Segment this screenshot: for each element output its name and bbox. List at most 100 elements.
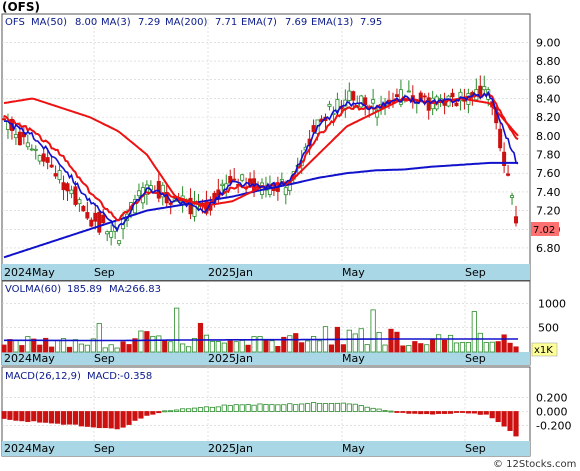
x-tick-label: 2025Jan (208, 352, 253, 365)
candle-body (29, 148, 34, 151)
volume-bar (43, 337, 49, 353)
candle-body (502, 151, 507, 166)
candle-body (335, 99, 340, 111)
candle-body (17, 131, 22, 146)
macd-bar (459, 411, 466, 413)
volume-legend-name: VOLMA(60) (5, 284, 61, 295)
macd-bar (49, 411, 55, 424)
macd-bar (471, 411, 477, 414)
candle-body (109, 231, 114, 238)
volume-bar (84, 344, 90, 353)
macd-bar (132, 411, 138, 421)
candle-body (347, 90, 352, 101)
price-tick-label: 8.00 (536, 130, 561, 143)
volume-bar (430, 338, 436, 353)
candle-body (454, 102, 459, 107)
x-tick-label: May (342, 352, 365, 365)
volume-bar (513, 346, 519, 353)
volume-bar (328, 344, 335, 353)
x-tick-label: Sep (465, 266, 486, 279)
candle-body (359, 95, 364, 108)
macd-bar (447, 411, 454, 414)
x-tick-label: Sep (94, 266, 115, 279)
macd-bar (168, 410, 174, 413)
macd-bar (257, 403, 263, 412)
macd-bar (185, 408, 192, 412)
candle-body (85, 212, 90, 219)
macd-bar (7, 411, 13, 420)
volume-bar (483, 342, 489, 353)
ema7-line (3, 90, 519, 233)
volume-unit-label: x1K (534, 345, 553, 356)
macd-bar (90, 411, 96, 428)
volume-bar (13, 340, 19, 353)
volume-bar (459, 342, 466, 353)
volume-bar (209, 340, 215, 353)
legend-ma200-name: MA(200) (165, 17, 207, 28)
volume-bar (174, 307, 180, 353)
x-tick-label: 2024May (4, 442, 55, 455)
volume-bar (287, 335, 293, 353)
macd-bar (162, 410, 168, 413)
macd-bar (346, 403, 352, 412)
volume-bar (370, 309, 376, 353)
macd-bar (1, 411, 7, 419)
x-tick-label: May (342, 266, 365, 279)
candle-body (45, 157, 50, 163)
volume-bar (60, 338, 67, 353)
volume-ma-name: MA: (109, 284, 128, 295)
macd-bar (388, 410, 394, 413)
volume-bar (96, 323, 102, 353)
candle-body (101, 214, 106, 224)
macd-bar (221, 404, 227, 412)
candle-body (363, 97, 368, 106)
candle-body (394, 94, 399, 98)
legend-ma50-value: 8.00 (75, 17, 97, 28)
legend-ema13-name: EMA(13) (311, 17, 353, 28)
volume-bar (352, 333, 358, 353)
candle-body (97, 211, 102, 233)
candle-body (136, 190, 141, 197)
macd-bar (227, 405, 233, 412)
macd-bar (287, 403, 293, 412)
volume-bar (340, 344, 346, 353)
macd-bar (96, 411, 102, 429)
volume-bar (114, 347, 120, 353)
candle-body (81, 205, 86, 212)
legend-ema7-value: 7.69 (285, 17, 307, 28)
candle-body (73, 186, 78, 205)
volume-bar (316, 340, 323, 353)
macd-bar (418, 411, 424, 415)
macd-bar (430, 411, 436, 415)
candle-body (232, 178, 237, 181)
volume-bar (31, 338, 37, 353)
volume-bar (162, 339, 168, 353)
volume-bar (197, 322, 204, 353)
last-price-label: 7.02 (533, 225, 555, 236)
candle-body (283, 187, 288, 196)
candle-body (498, 128, 503, 149)
x-tick-label: 2025Jan (208, 266, 253, 279)
volume-bar (7, 339, 13, 353)
macd-bar (209, 406, 215, 412)
price-panel-frame (1, 13, 531, 281)
macd-bar (328, 403, 335, 412)
volume-bar (507, 342, 513, 353)
candle-body (228, 176, 233, 184)
volume-bar (180, 343, 186, 353)
volume-bar (376, 332, 382, 353)
macd-bar (322, 403, 329, 412)
volume-bar (358, 328, 364, 353)
candle-body (311, 125, 316, 133)
volume-bar (269, 340, 275, 353)
page-title: (OFS) (2, 0, 41, 14)
macd-bar (144, 411, 150, 416)
x-tick-label: Sep (465, 352, 486, 365)
volume-bar (441, 339, 448, 353)
volume-bar (25, 336, 31, 353)
candle-body (65, 183, 70, 192)
legend-ema7-name: EMA(7) (241, 17, 277, 28)
volume-bar (132, 338, 138, 353)
volume-bar (364, 344, 370, 353)
price-tick-label: 8.20 (536, 111, 561, 124)
